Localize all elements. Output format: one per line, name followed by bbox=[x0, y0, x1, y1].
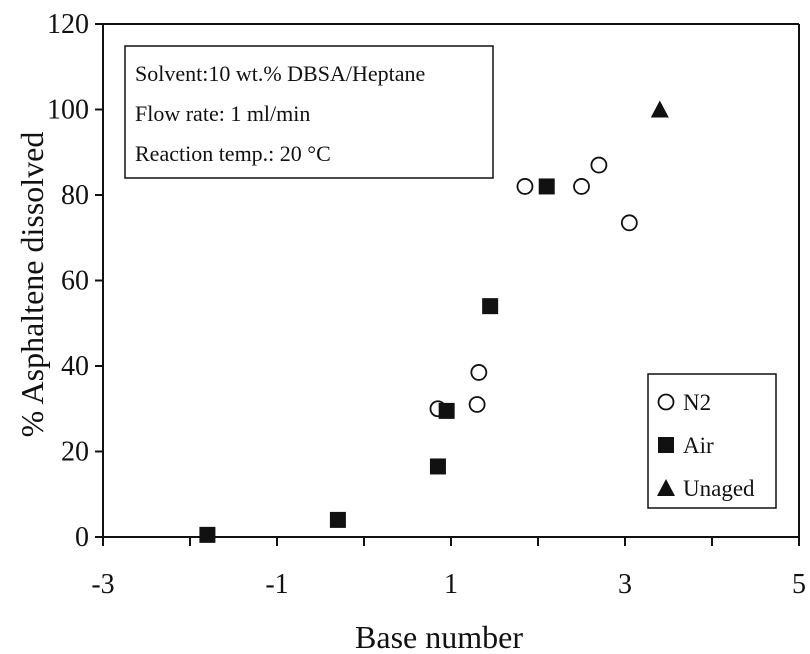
y-tick-label: 40 bbox=[61, 351, 89, 382]
legend-label-unaged: Unaged bbox=[683, 476, 755, 501]
point-n2 bbox=[590, 156, 608, 174]
y-tick-label: 100 bbox=[47, 95, 89, 126]
annotation-solvent: Solvent:10 wt.% DBSA/Heptane bbox=[135, 61, 425, 86]
y-tick-label: 20 bbox=[61, 437, 89, 468]
point-n2 bbox=[620, 214, 638, 232]
legend-marker-n2 bbox=[657, 393, 675, 411]
point-n2 bbox=[573, 178, 590, 195]
point-unaged bbox=[650, 100, 669, 118]
annotation-box bbox=[124, 45, 494, 179]
point-air bbox=[438, 402, 455, 419]
y-tick-label: 120 bbox=[47, 9, 89, 40]
y-axis-title: % Asphaltene dissolved bbox=[14, 132, 50, 438]
x-tick-label: 3 bbox=[618, 569, 632, 600]
x-tick-label: -1 bbox=[265, 569, 288, 600]
point-air bbox=[199, 526, 216, 543]
x-axis-title: Base number bbox=[355, 619, 523, 654]
legend-label-air: Air bbox=[683, 433, 714, 458]
point-air bbox=[482, 298, 499, 315]
legend-label-n2: N2 bbox=[683, 390, 711, 415]
x-tick-label: -3 bbox=[91, 569, 114, 600]
point-air bbox=[538, 178, 555, 195]
legend-marker-unaged bbox=[657, 479, 675, 496]
y-tick-label: 60 bbox=[61, 266, 89, 297]
point-n2 bbox=[470, 364, 488, 381]
point-n2 bbox=[516, 178, 534, 195]
x-tick-label: 5 bbox=[792, 569, 806, 600]
point-air bbox=[429, 458, 446, 475]
annotation-flow-rate: Flow rate: 1 ml/min bbox=[135, 101, 310, 126]
point-air bbox=[329, 511, 346, 528]
point-n2 bbox=[468, 396, 486, 413]
x-tick-label: 1 bbox=[444, 569, 458, 600]
y-tick-label: 0 bbox=[75, 522, 89, 553]
y-tick-label: 80 bbox=[61, 180, 89, 211]
legend-marker-air bbox=[658, 437, 674, 453]
annotation-temperature: Reaction temp.: 20 °C bbox=[135, 141, 331, 166]
